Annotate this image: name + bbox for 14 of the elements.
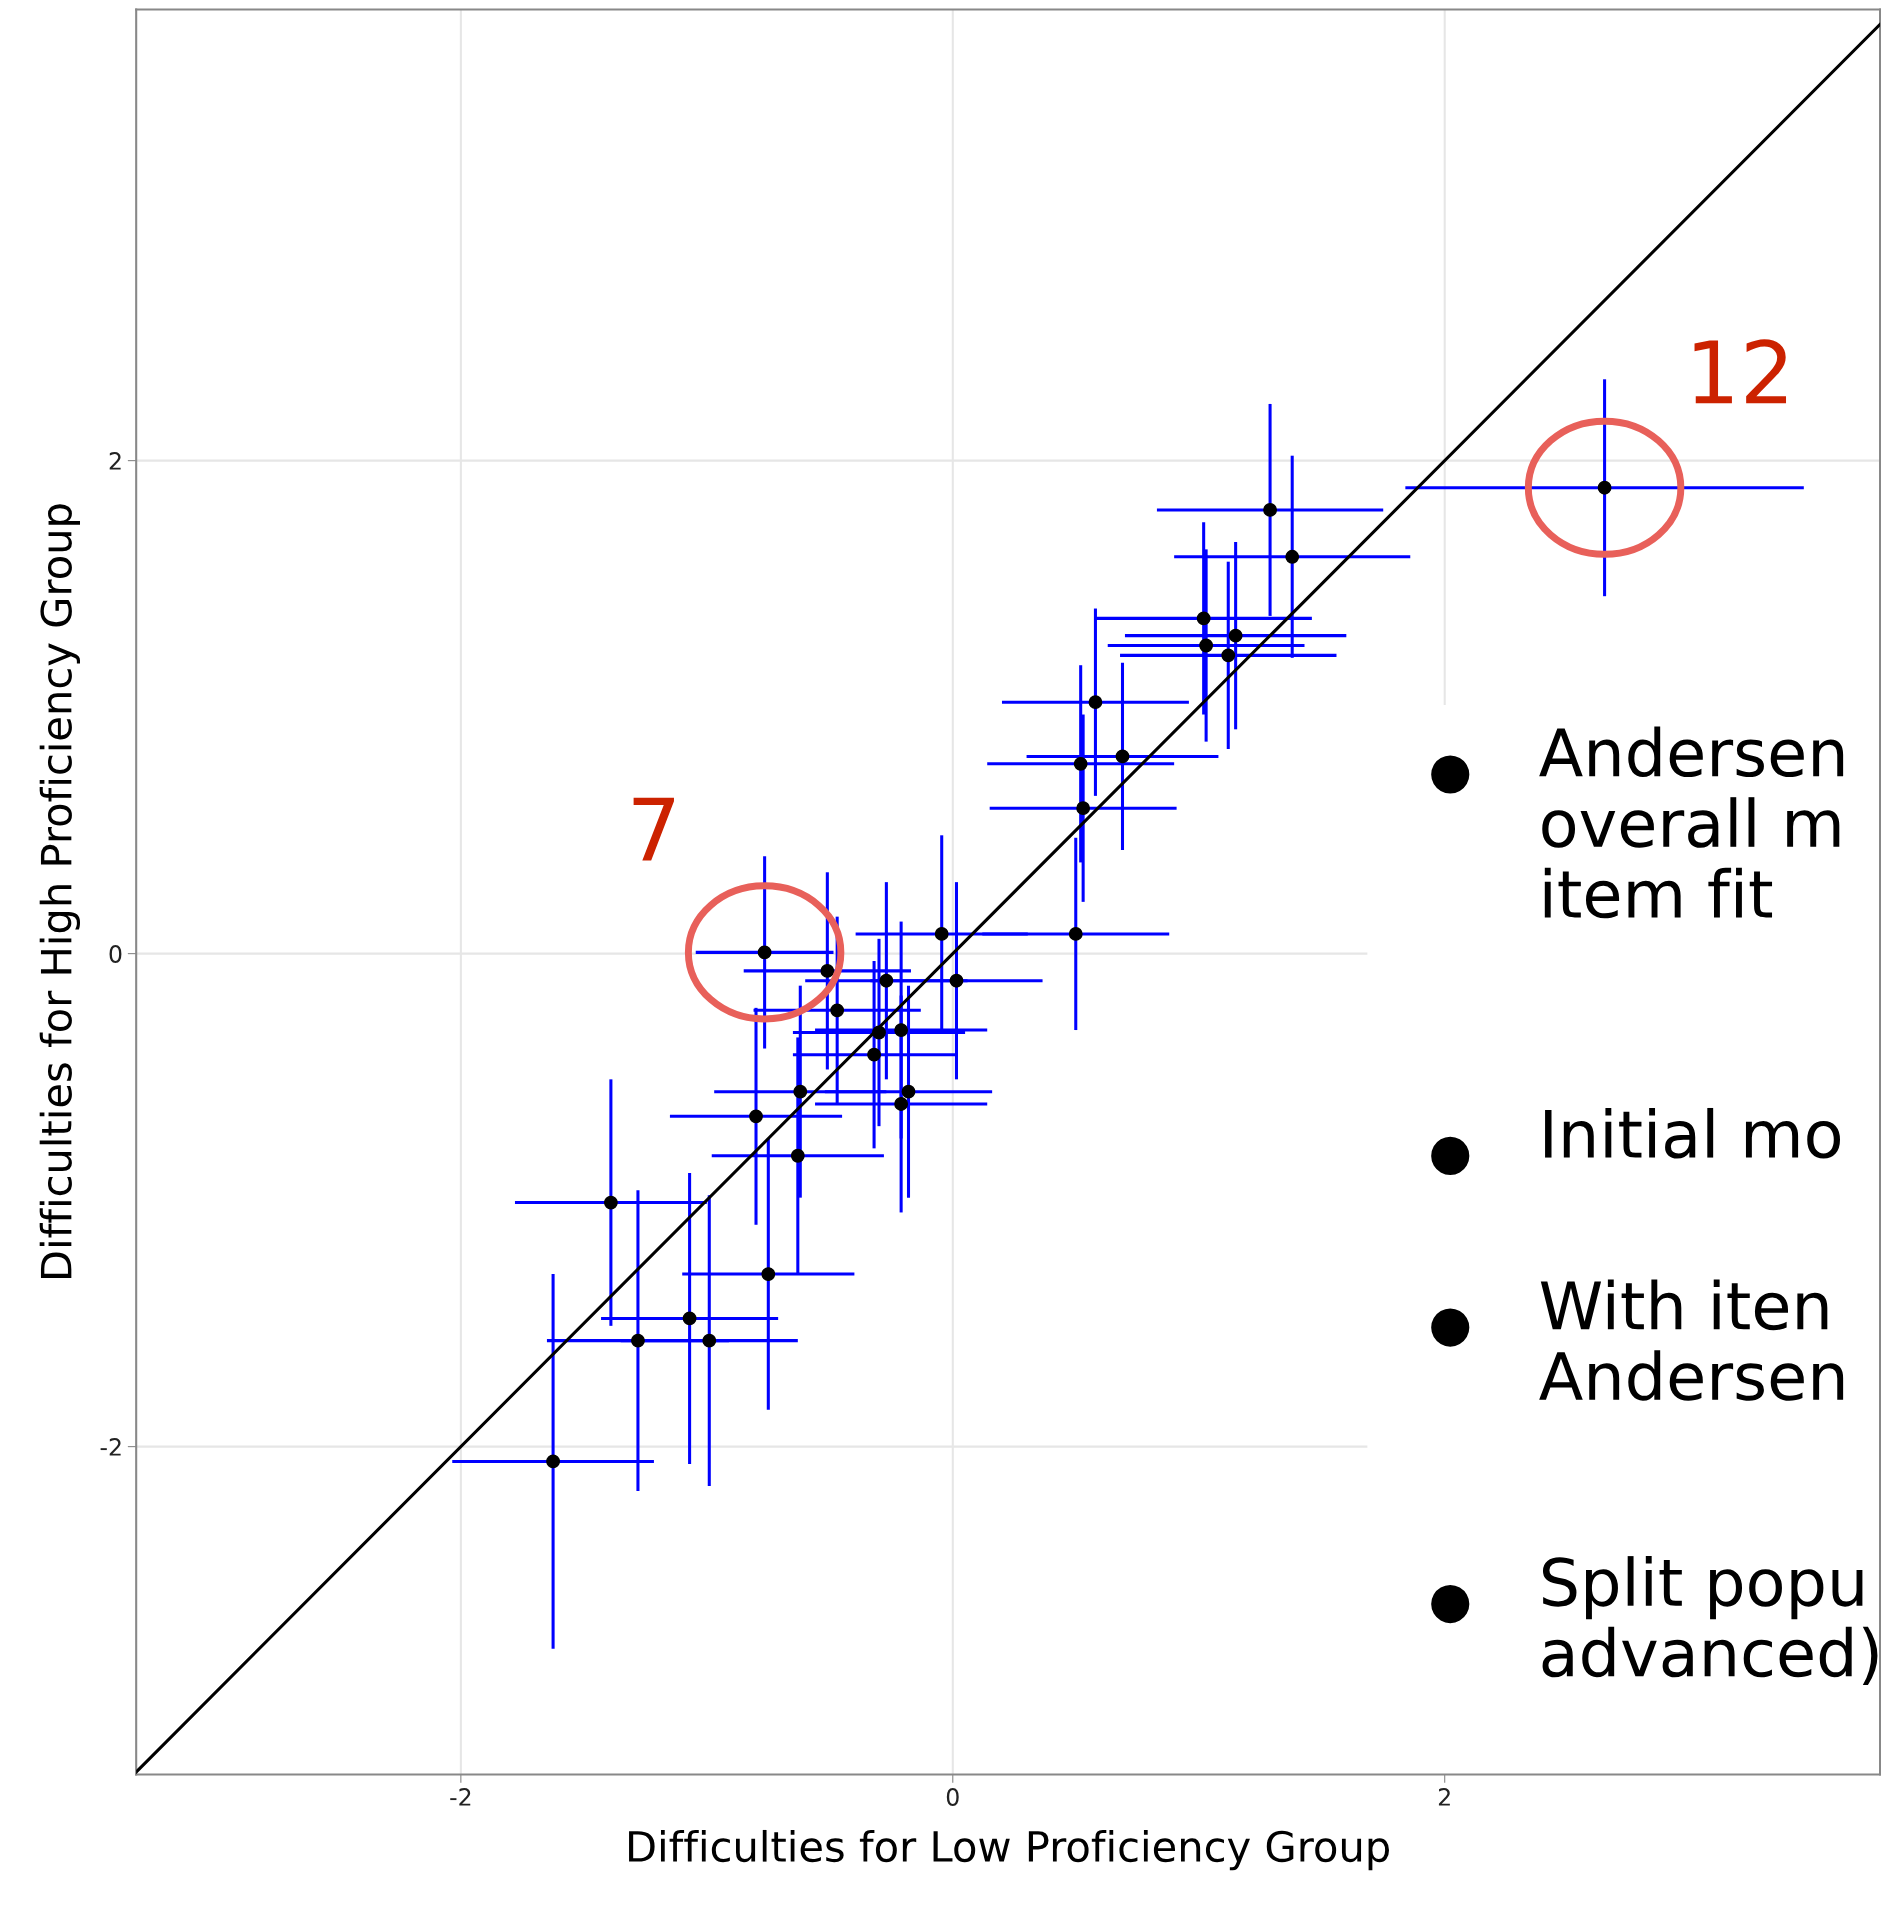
- y-tick-label: 0: [109, 945, 122, 963]
- text: ●Initial mo: [1431, 1107, 1840, 1175]
- x-axis-title: Difficulties for Low Proficiency Group: [629, 1829, 1389, 1871]
- annotation: 12: [1694, 339, 1787, 404]
- annotation: 7: [633, 797, 674, 861]
- text: ●Andersen overall m item fit: [1431, 726, 1844, 919]
- x-tick-label: -2: [450, 1788, 471, 1806]
- y-axis-title: Difficulties for High Proficiency Group: [39, 504, 80, 1278]
- text: ●With iten Andersen: [1431, 1279, 1844, 1401]
- y-tick-label: 2: [109, 452, 121, 470]
- x-tick-label: 2: [1438, 1788, 1450, 1806]
- x-tick-label: 0: [946, 1788, 959, 1806]
- text: ●Split popu advanced): [1431, 1556, 1878, 1685]
- y-tick-label: -2: [100, 1438, 121, 1456]
